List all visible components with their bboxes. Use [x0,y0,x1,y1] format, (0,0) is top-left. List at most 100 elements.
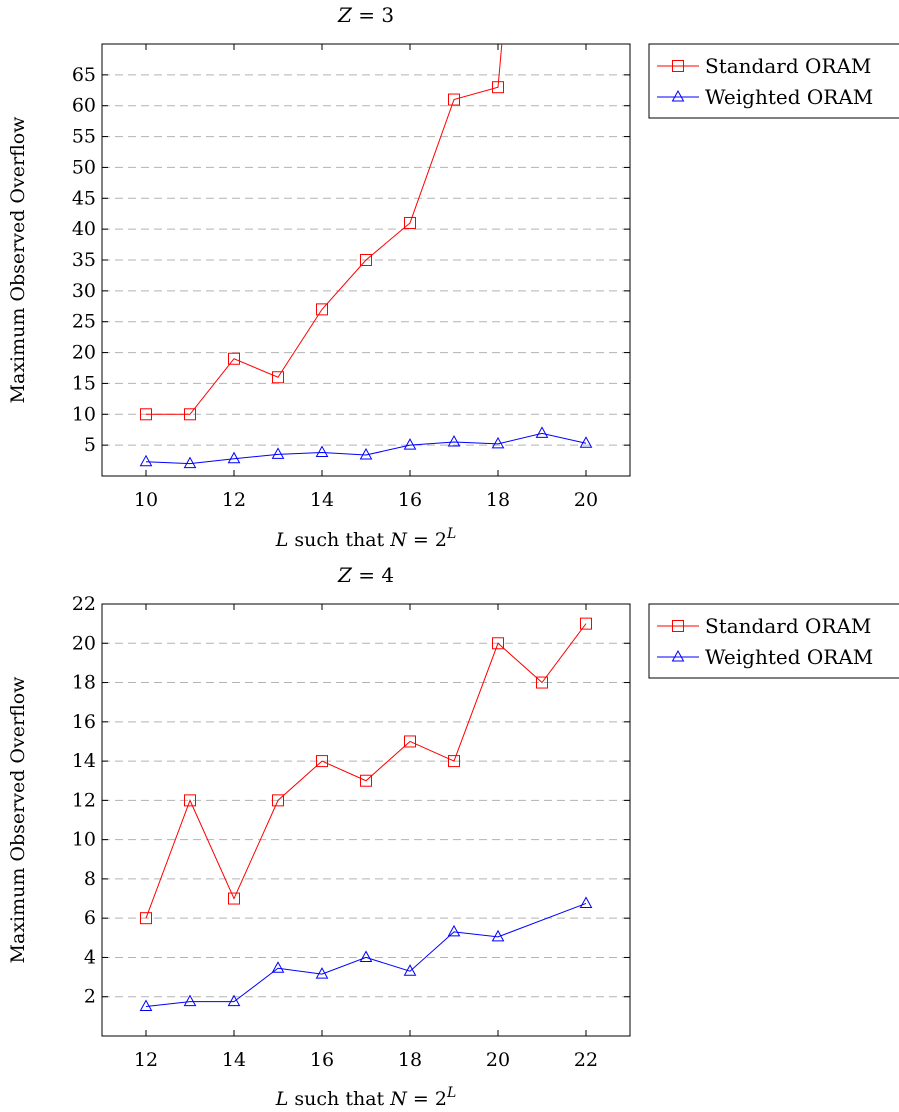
data-point-weighted-oram [271,961,285,973]
data-point-weighted-oram [139,999,153,1012]
data-point-standard-oram [316,755,328,768]
data-point-weighted-oram [403,438,417,450]
data-point-standard-oram [184,794,196,807]
data-point-standard-oram [272,794,284,807]
data-point-weighted-oram [227,994,241,1007]
data-point-standard-oram [228,892,240,905]
legend-marker-standard-oram [672,60,684,72]
data-point-weighted-oram [359,950,373,962]
y-tick-label: 22 [72,593,96,615]
y-tick-label: 15 [72,372,96,394]
y-tick-label: 35 [72,249,96,271]
series-group [139,617,593,1012]
x-axis-label: L such that N = 2L [275,526,457,551]
x-tick-label: 10 [134,489,158,511]
chart-title: Z = 3 [337,3,394,27]
chart-2: Z = 4 2 4 6 8 10 12 14 16 18 20 22 12 14 16 18 20 22 L suc… [7,563,899,1110]
x-axis-label: L such that N = 2L [275,1085,457,1110]
legend-label-weighted-oram: Weighted ORAM [705,645,873,669]
y-axis-label: Maximum Observed Overflow [7,676,29,964]
y-tick-label: 4 [84,946,96,968]
data-point-standard-oram [404,216,416,229]
y-tick-label: 6 [84,907,96,929]
y-tick-label: 60 [72,95,96,117]
legend-box [648,43,899,119]
legend-label-weighted-oram: Weighted ORAM [705,85,873,109]
y-tick-label: 30 [72,280,96,302]
x-tick-label: 20 [574,489,598,511]
chart-1: Z = 3 5 10 15 20 25 30 35 40 45 50 55 60 65 10 12 14 16 18… [7,3,899,551]
data-point-weighted-oram [535,426,549,438]
data-point-standard-oram [404,735,416,748]
data-point-standard-oram [140,912,152,925]
y-tick-label: 65 [72,64,96,86]
data-point-weighted-oram [139,454,153,467]
data-point-weighted-oram [447,924,461,937]
legend-label-standard-oram: Standard ORAM [705,54,871,78]
data-point-weighted-oram [227,451,241,464]
plot-frame [101,43,631,477]
data-point-weighted-oram [183,456,197,469]
x-tick-label: 20 [486,1049,510,1071]
data-point-standard-oram [228,352,240,365]
legend-marker-weighted-oram [671,649,685,662]
x-tick-label: 22 [574,1049,598,1071]
data-point-standard-oram [316,303,328,316]
legend-label-standard-oram: Standard ORAM [705,614,871,638]
data-point-standard-oram [580,617,592,630]
data-point-weighted-oram [491,436,505,449]
data-point-weighted-oram [579,436,593,448]
y-tick-label: 45 [72,187,96,209]
y-tick-label: 12 [72,789,96,811]
data-point-standard-oram [536,676,548,689]
data-point-standard-oram [184,408,196,421]
data-point-weighted-oram [315,967,329,979]
y-tick-label: 20 [72,342,96,364]
x-tick-label: 18 [486,489,510,511]
y-tick-label: 14 [72,750,96,772]
y-tick-label: 55 [72,126,96,148]
x-tick-label: 14 [310,489,334,511]
data-point-standard-oram [360,254,372,266]
chart-title: Z = 4 [337,563,394,587]
y-tick-label: 25 [72,311,96,333]
data-point-weighted-oram [271,447,285,459]
legend: Standard ORAM Weighted ORAM [648,603,899,679]
data-point-standard-oram [360,774,372,787]
y-tick-label: 5 [84,434,96,456]
legend-marker-weighted-oram [671,89,685,102]
data-point-weighted-oram [403,964,417,976]
data-point-weighted-oram [447,435,461,447]
y-tick-label: 16 [72,711,96,733]
legend: Standard ORAM Weighted ORAM [648,43,899,119]
x-tick-label: 18 [398,1049,422,1071]
y-axis-label: Maximum Observed Overflow [7,116,29,404]
series-line-weighted-oram [145,902,587,1008]
y-tick-label: 10 [72,829,96,851]
data-point-weighted-oram [579,896,593,908]
data-point-weighted-oram [315,445,329,458]
data-point-standard-oram [448,755,460,768]
plot-frame [101,603,631,1037]
data-point-weighted-oram [491,929,505,942]
data-point-standard-oram [492,637,504,650]
data-point-standard-oram [448,93,460,106]
data-point-weighted-oram [359,447,373,460]
series-line-standard-oram [145,623,587,919]
y-tick-label: 20 [72,632,96,654]
series-line-standard-oram [146,44,503,415]
data-point-standard-oram [272,371,284,384]
x-tick-label: 16 [310,1049,334,1071]
legend-box [648,603,899,679]
y-tick-label: 10 [72,403,96,425]
y-tick-label: 50 [72,156,96,178]
data-point-standard-oram [140,408,152,421]
data-point-weighted-oram [183,994,197,1007]
y-tick-label: 40 [72,218,96,240]
y-tick-label: 18 [72,672,96,694]
x-tick-label: 12 [222,489,246,511]
series-line-weighted-oram [145,432,587,465]
data-point-standard-oram [492,81,504,94]
legend-marker-standard-oram [672,620,684,632]
